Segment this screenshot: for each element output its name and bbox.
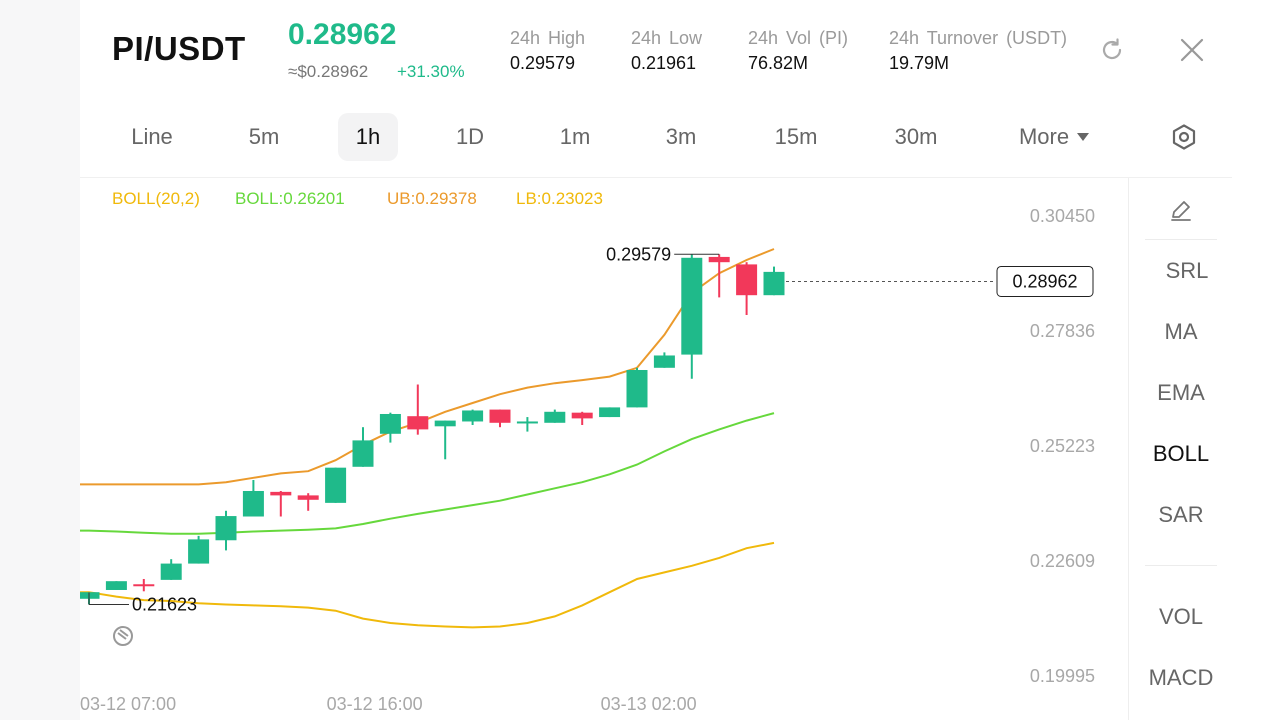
candle-body bbox=[489, 409, 511, 423]
gate-logo-icon bbox=[113, 626, 133, 646]
indicator-boll[interactable]: BOLL bbox=[1152, 441, 1210, 466]
min-price-label: 0.21623 bbox=[132, 595, 197, 615]
x-axis-tick-label: 03-13 02:00 bbox=[601, 694, 697, 714]
price-change-percent: +31.30% bbox=[397, 62, 465, 81]
stat-24h-low: 24h Low 0.21961 bbox=[631, 28, 702, 74]
indicator-srl[interactable]: SRL bbox=[1165, 258, 1209, 283]
candle-body bbox=[681, 257, 703, 355]
indicator-ema[interactable]: EMA bbox=[1157, 380, 1205, 405]
last-price-tag bbox=[996, 265, 1094, 297]
stat-24h-vol: 24h Vol (PI) 76.82M bbox=[748, 28, 848, 74]
tab-more[interactable]: More bbox=[1004, 113, 1104, 161]
panel-divider bbox=[1145, 565, 1217, 566]
candle-body bbox=[626, 369, 648, 408]
legend-boll-ub: UB:0.29378 bbox=[387, 189, 477, 208]
tab-3m[interactable]: 3m bbox=[665, 124, 697, 149]
candle-body bbox=[434, 420, 456, 427]
draw-tool-button[interactable] bbox=[1163, 194, 1199, 226]
candle-body bbox=[516, 421, 538, 424]
chart-settings-button[interactable] bbox=[1164, 117, 1204, 157]
stat-label: 24h High bbox=[510, 28, 586, 48]
tab-15m[interactable]: 15m bbox=[774, 124, 818, 149]
candle-body bbox=[352, 440, 374, 467]
x-axis-tick-label: 03-12 07:00 bbox=[80, 694, 176, 714]
close-button[interactable] bbox=[1174, 32, 1210, 68]
y-axis-tick-label: 0.19995 bbox=[1030, 666, 1095, 686]
candle-body bbox=[242, 490, 264, 517]
candle-body bbox=[544, 411, 566, 423]
stat-label: 24h Turnover (USDT) bbox=[889, 28, 1068, 48]
candle-body bbox=[571, 412, 593, 419]
indicator-ma[interactable]: MA bbox=[1164, 319, 1198, 344]
tab-line[interactable]: Line bbox=[131, 124, 173, 149]
candle-body bbox=[379, 413, 401, 434]
tab-more-label: More bbox=[1018, 124, 1070, 149]
candle-body bbox=[653, 355, 675, 368]
stat-value: 76.82M bbox=[748, 53, 809, 73]
candle-body bbox=[160, 563, 182, 580]
candlestick-chart[interactable]: 0.30450 0.27836 0.25223 0.22609 0.19995 03-12… bbox=[78, 178, 1128, 720]
candle-body bbox=[188, 539, 210, 564]
tab-30m[interactable]: 30m bbox=[894, 124, 938, 149]
max-price-label: 0.29579 bbox=[606, 244, 671, 264]
x-axis-tick-label: 03-12 16:00 bbox=[327, 694, 423, 714]
candle-body bbox=[297, 495, 319, 500]
caret-down-icon bbox=[1077, 133, 1090, 141]
legend-boll-lb: LB:0.23023 bbox=[516, 189, 603, 208]
candle-body bbox=[462, 410, 484, 422]
tab-1d[interactable]: 1D bbox=[455, 124, 485, 149]
boll-middle-line bbox=[80, 412, 775, 535]
y-axis-tick-label: 0.22609 bbox=[1030, 551, 1095, 571]
y-axis-tick-label: 0.30450 bbox=[1030, 206, 1095, 226]
gate-logo-icon bbox=[117, 629, 129, 640]
chart-top-divider bbox=[80, 177, 1232, 178]
close-icon bbox=[1180, 38, 1204, 62]
indicator-macd[interactable]: MACD bbox=[1148, 665, 1214, 690]
tab-1h[interactable]: 1h bbox=[338, 113, 398, 161]
indicator-panel: SRL MA EMA BOLL SAR VOL MACD bbox=[1128, 178, 1232, 720]
stat-value: 19.79M bbox=[889, 53, 950, 73]
y-axis-tick-label: 0.27836 bbox=[1030, 321, 1095, 341]
candle-body bbox=[78, 592, 100, 599]
candle-body bbox=[133, 584, 155, 587]
last-price-tag-label: 0.28962 bbox=[1012, 271, 1077, 291]
candle-body bbox=[270, 491, 292, 496]
left-edge-strip bbox=[0, 0, 80, 720]
chart-canvas[interactable]: 0.30450 0.27836 0.25223 0.22609 0.19995 03-12… bbox=[78, 178, 1128, 720]
legend-boll-params: BOLL(20,2) bbox=[112, 189, 200, 208]
candle-body bbox=[599, 407, 621, 418]
candle-body bbox=[215, 516, 237, 541]
legend-boll-mid: BOLL:0.26201 bbox=[235, 189, 345, 208]
candle-body bbox=[325, 467, 347, 503]
y-axis-tick-label: 0.25223 bbox=[1030, 436, 1095, 456]
pair-title: PI/USDT bbox=[112, 30, 246, 67]
usd-price: ≈$0.28962 bbox=[288, 62, 369, 81]
stat-value: 0.21961 bbox=[631, 53, 697, 73]
boll-lower-band-line bbox=[80, 541, 775, 629]
indicator-vol[interactable]: VOL bbox=[1158, 604, 1204, 629]
pencil-icon bbox=[1171, 201, 1191, 221]
candle-body bbox=[708, 256, 730, 263]
last-price: 0.28962 bbox=[288, 18, 397, 51]
stat-24h-turnover: 24h Turnover (USDT) 19.79M bbox=[889, 28, 1067, 74]
tab-5m[interactable]: 5m bbox=[248, 124, 280, 149]
stat-label: 24h Low bbox=[631, 28, 703, 48]
candle-body bbox=[407, 416, 429, 430]
hexagon-settings-icon bbox=[1172, 124, 1196, 150]
stat-24h-high: 24h High 0.29579 bbox=[510, 28, 585, 74]
tab-1m[interactable]: 1m bbox=[559, 124, 591, 149]
candle-body bbox=[736, 264, 758, 296]
refresh-button[interactable] bbox=[1094, 32, 1130, 68]
stat-value: 0.29579 bbox=[510, 53, 576, 73]
refresh-icon bbox=[1102, 38, 1122, 60]
panel-divider bbox=[1145, 239, 1217, 240]
indicator-sar[interactable]: SAR bbox=[1158, 502, 1204, 527]
stat-label: 24h Vol (PI) bbox=[748, 28, 849, 48]
candle-body bbox=[105, 581, 127, 590]
candle-body bbox=[763, 271, 785, 296]
